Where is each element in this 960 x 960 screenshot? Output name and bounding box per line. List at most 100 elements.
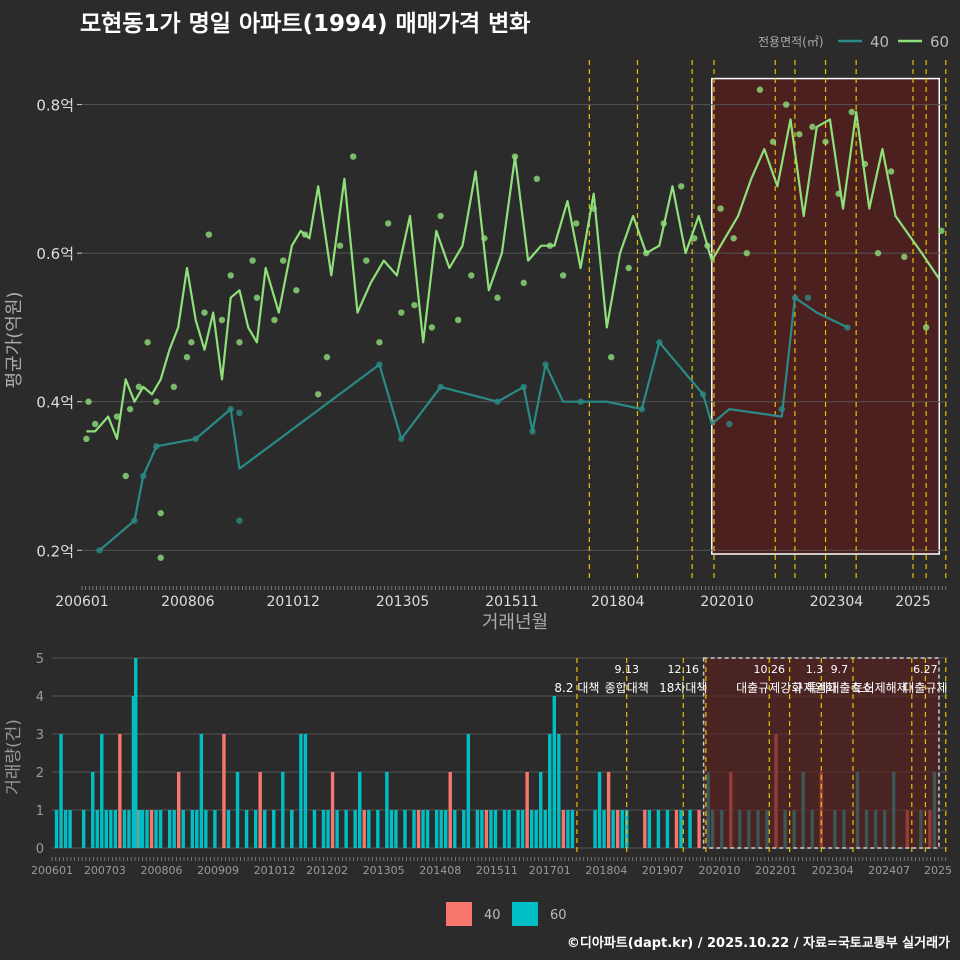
data-point-60 [468,272,475,279]
bar-60 [299,734,303,848]
bar-60 [403,810,407,848]
data-point-60 [85,398,92,405]
data-point-60 [384,220,392,227]
data-point-60 [428,324,436,331]
bar-40 [674,810,679,848]
y-tick-label: 3 [36,728,44,743]
bar-60 [453,810,457,848]
data-point-60 [590,205,597,212]
data-point-60 [153,398,160,405]
data-point-40 [656,339,663,346]
data-point-60 [848,108,855,116]
y-axis-title: 거래량(건) [4,719,24,795]
data-point-60 [691,235,698,242]
bar-60 [394,810,398,848]
bar-60 [127,810,131,848]
bar-60 [204,810,208,848]
x-tick-label: 2025 [924,864,952,877]
x-tick-label: 201012 [267,594,320,610]
bar-60 [597,772,602,848]
bar-60 [389,810,394,848]
data-point-60 [717,205,724,212]
data-point-60 [704,242,711,249]
legend-title: 전용면적(㎡) [758,35,824,49]
y-tick-label: 5 [36,652,44,667]
bar-40 [484,810,489,848]
x-tick-label: 200806 [161,594,215,610]
y-tick-label: 2 [36,766,44,781]
x-tick-label: 200703 [84,864,126,877]
bar-60 [444,810,448,848]
data-point-60 [183,353,191,361]
bar-60 [63,810,68,848]
x-tick-label: 201907 [642,864,684,877]
bar-40 [136,810,140,848]
y-tick-label: 0.8억 [36,97,74,115]
data-point-60 [157,554,164,561]
data-point-60 [135,383,143,391]
bar-60 [602,810,606,848]
x-tick-label: 201511 [485,594,538,610]
bar-40 [222,734,226,848]
data-point-60 [170,383,178,391]
bar-60 [290,810,294,848]
data-point-60 [533,175,541,183]
data-point-60 [83,435,90,443]
x-tick-label: 202304 [810,594,864,610]
bar-40 [448,772,452,848]
x-tick-label: 201511 [476,864,518,877]
x-tick-label: 201408 [419,864,461,877]
x-tick-label: 202201 [755,864,797,877]
data-point-60 [573,220,580,227]
data-point-40 [844,324,851,331]
legend-label-40: 40 [870,33,889,51]
bar-60 [543,810,547,848]
data-point-60 [437,212,444,220]
bar-60 [303,734,308,848]
data-point-60 [546,242,554,249]
data-point-40 [726,420,733,428]
bar-60 [480,810,484,848]
data-point-60 [454,316,462,324]
data-point-40 [227,405,234,413]
bar-60 [611,810,615,848]
data-point-60 [91,420,99,428]
bar-60 [145,810,149,848]
data-point-60 [481,235,488,242]
bar-60 [326,810,330,848]
data-point-60 [730,235,737,242]
bar-60 [421,810,425,848]
data-point-60 [279,257,287,264]
policy-date: 6.27 [913,663,938,676]
legend-label-60: 60 [930,33,949,51]
chart-title: 모현동1가 명일 아파트(1994) 매매가격 변화 [80,11,531,37]
data-point-40 [376,361,383,368]
policy-label: 특례대출축소 [806,681,872,695]
x-tick-label: 201701 [529,864,571,877]
data-point-60 [227,272,234,279]
policy-label: 토허제해제 [853,681,908,695]
bar-legend: 40 60 [446,902,567,926]
data-point-60 [874,249,882,257]
data-point-60 [314,391,322,398]
data-point-60 [376,339,383,346]
bar-60 [516,810,520,848]
x-tick-label: 200806 [141,864,183,877]
bar-60 [475,810,480,848]
bar-60 [272,810,276,848]
bar-40 [561,810,566,848]
data-point-60 [608,353,615,361]
bar-40 [697,810,701,848]
data-point-60 [113,413,121,420]
data-point-60 [253,294,261,301]
data-point-60 [188,339,195,346]
bar-60 [253,810,258,848]
policy-label: 대출규제강화 [736,681,802,695]
bar-60 [353,810,357,848]
volume-chart: 8.2 대책 9.13 종합대책 12.16 18차대책 10.26 대출규제강화 1.3 규제… [4,652,952,926]
bar-40 [525,772,529,848]
x-tick-label: 202010 [700,594,753,610]
bar-60 [100,734,104,848]
bar-60 [321,810,326,848]
data-point-60 [122,472,129,480]
